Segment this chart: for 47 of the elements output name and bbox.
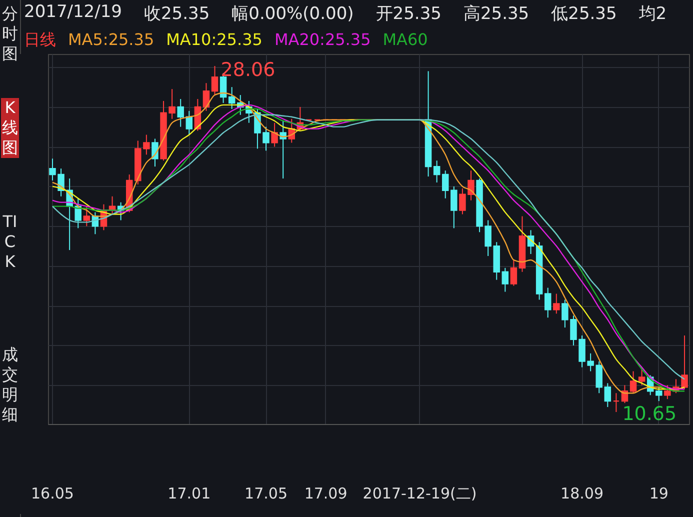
- x-tick-label: 2017-12-19(二): [362, 484, 477, 502]
- candlestick: [202, 82, 210, 112]
- candlestick: [510, 259, 518, 286]
- candlestick: [280, 120, 286, 179]
- text: 开25.35: [376, 3, 442, 26]
- text: MA60: [382, 30, 428, 51]
- candlestick: [211, 66, 218, 96]
- x-tick-label: 17.01: [168, 484, 211, 502]
- text: 日线: [24, 30, 56, 51]
- candlestick: [502, 267, 509, 292]
- text: MA10:25.35: [166, 30, 262, 51]
- candlestick: [604, 382, 612, 408]
- candlestick: [664, 384, 671, 400]
- text: 分时图: [1, 4, 19, 64]
- x-tick-label: 17.05: [244, 484, 288, 502]
- text: 幅0.00%(0.00): [232, 3, 354, 26]
- candlestick: [228, 86, 236, 110]
- candlestick: [553, 293, 560, 314]
- annotation: 10.65: [622, 403, 677, 425]
- candlestick: [186, 110, 193, 136]
- text: MA20:25.35: [274, 30, 371, 51]
- x-tick-label: 17.09: [304, 484, 348, 502]
- candlestick: [544, 287, 552, 318]
- text: 2017/12/19: [24, 2, 122, 24]
- candlestick: [612, 392, 620, 412]
- annotation: 28.06: [220, 59, 276, 81]
- x-tick-label: 19: [649, 484, 668, 502]
- text: 收25.35: [144, 3, 210, 26]
- candlestick: [152, 138, 158, 168]
- text: K线图: [1, 98, 19, 158]
- text: 低25.35: [551, 3, 617, 26]
- x-tick-label: 18.09: [560, 484, 604, 502]
- candlestick: [271, 122, 278, 148]
- x-tick-label: 16.05: [31, 484, 74, 502]
- candlestick: [177, 98, 184, 128]
- candlestick: [450, 186, 458, 229]
- text: 成交明细: [1, 345, 19, 425]
- candlestick: [83, 206, 90, 227]
- candlestick: [630, 370, 637, 394]
- text: 高25.35: [463, 3, 530, 26]
- candlestick: [656, 386, 662, 402]
- candlestick: [442, 170, 449, 199]
- candlestick: [638, 366, 646, 386]
- candlestick: [433, 160, 440, 183]
- text: MA5:25.35: [68, 30, 154, 51]
- text: TICK: [2, 212, 18, 272]
- text: 均2: [638, 3, 667, 26]
